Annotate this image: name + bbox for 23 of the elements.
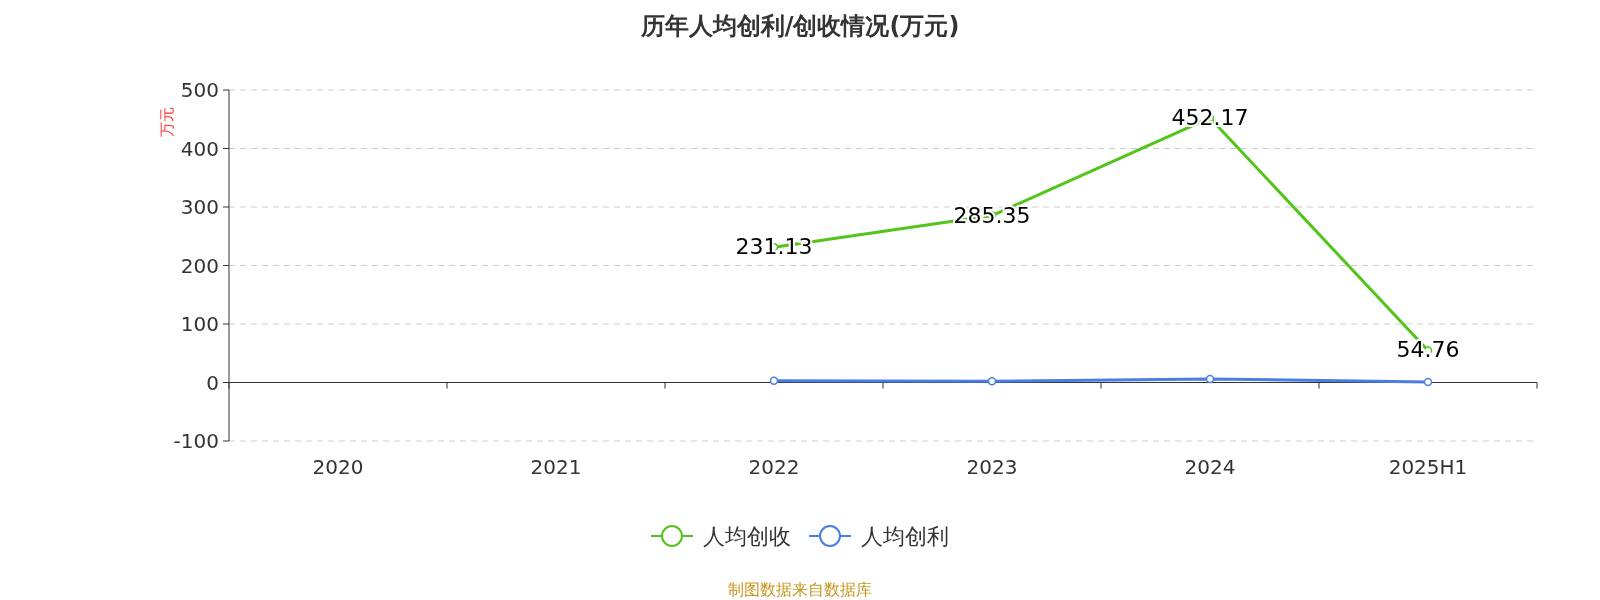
point <box>1423 377 1433 387</box>
x-tick-label: 2024 <box>1184 455 1236 479</box>
y-tick-label: -100 <box>173 429 219 453</box>
x-tick-label: 2021 <box>530 455 582 479</box>
x-tick-label: 2022 <box>748 455 800 479</box>
legend-label: 人均创收 <box>703 524 791 549</box>
x-tick-label: 2025H1 <box>1388 455 1468 479</box>
text: 制图数据来自数据库 <box>728 580 872 599</box>
y-tick-label: 500 <box>180 78 219 102</box>
point <box>769 376 779 385</box>
y-tick-label: 100 <box>180 312 219 336</box>
point <box>1205 374 1215 384</box>
legend-label: 人均创利 <box>861 524 949 549</box>
y-tick-label: 200 <box>180 253 219 278</box>
y-tick-label: 400 <box>180 136 219 161</box>
data-label: 231.13 <box>735 234 813 260</box>
y-tick-label: 300 <box>180 195 219 219</box>
point <box>987 377 997 386</box>
y-tick-label: 0 <box>206 370 219 395</box>
y-axis-title: 万元 <box>158 107 176 137</box>
x-tick-label: 2020 <box>312 455 364 479</box>
x-tick-label: 2023 <box>966 455 1018 479</box>
chart-title: 历年人均创利/创收情况(万元) <box>639 12 960 40</box>
